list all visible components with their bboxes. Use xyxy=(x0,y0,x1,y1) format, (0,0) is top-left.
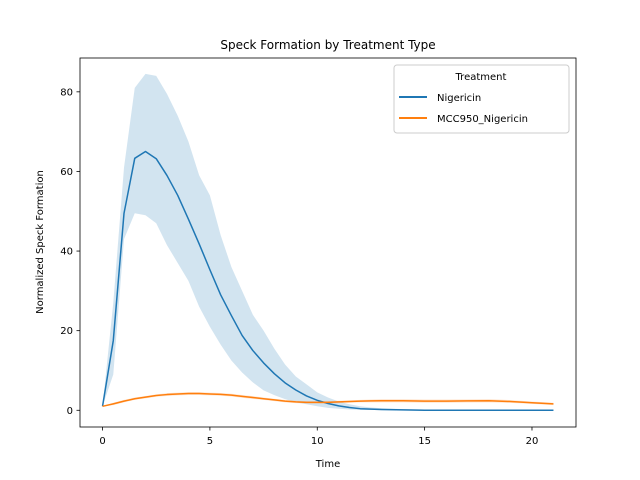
y-tick-label: 80 xyxy=(60,87,73,98)
confidence-band-nigericin xyxy=(102,73,554,411)
y-axis-label: Normalized Speck Formation xyxy=(35,170,46,314)
x-tick-label: 5 xyxy=(207,436,213,447)
x-axis: 0 5 10 15 20 xyxy=(99,427,538,447)
y-tick-label: 40 xyxy=(60,247,73,258)
x-tick-label: 0 xyxy=(99,436,105,447)
plot-area xyxy=(79,57,577,428)
series-line-mcc950-nigericin xyxy=(102,392,554,408)
legend-label-nigericin: Nigericin xyxy=(437,93,481,104)
series-line-nigericin xyxy=(101,150,554,412)
y-tick-label: 20 xyxy=(60,326,73,337)
x-tick-label: 10 xyxy=(311,436,324,447)
legend: Treatment Nigericin MCC950_Nigericin xyxy=(393,64,570,134)
x-tick-label: 20 xyxy=(526,436,539,447)
x-axis-label: Time xyxy=(315,459,340,470)
y-tick-label: 60 xyxy=(60,167,73,178)
legend-title: Treatment xyxy=(455,72,507,83)
legend-box xyxy=(393,64,570,134)
chart-title: Speck Formation by Treatment Type xyxy=(220,38,435,52)
y-tick-label: 0 xyxy=(67,406,73,417)
y-axis: 0 20 40 60 80 xyxy=(60,87,80,417)
x-tick-label: 15 xyxy=(418,436,431,447)
legend-label-mcc950-nigericin: MCC950_Nigericin xyxy=(437,114,528,125)
plot-frame xyxy=(79,57,577,428)
